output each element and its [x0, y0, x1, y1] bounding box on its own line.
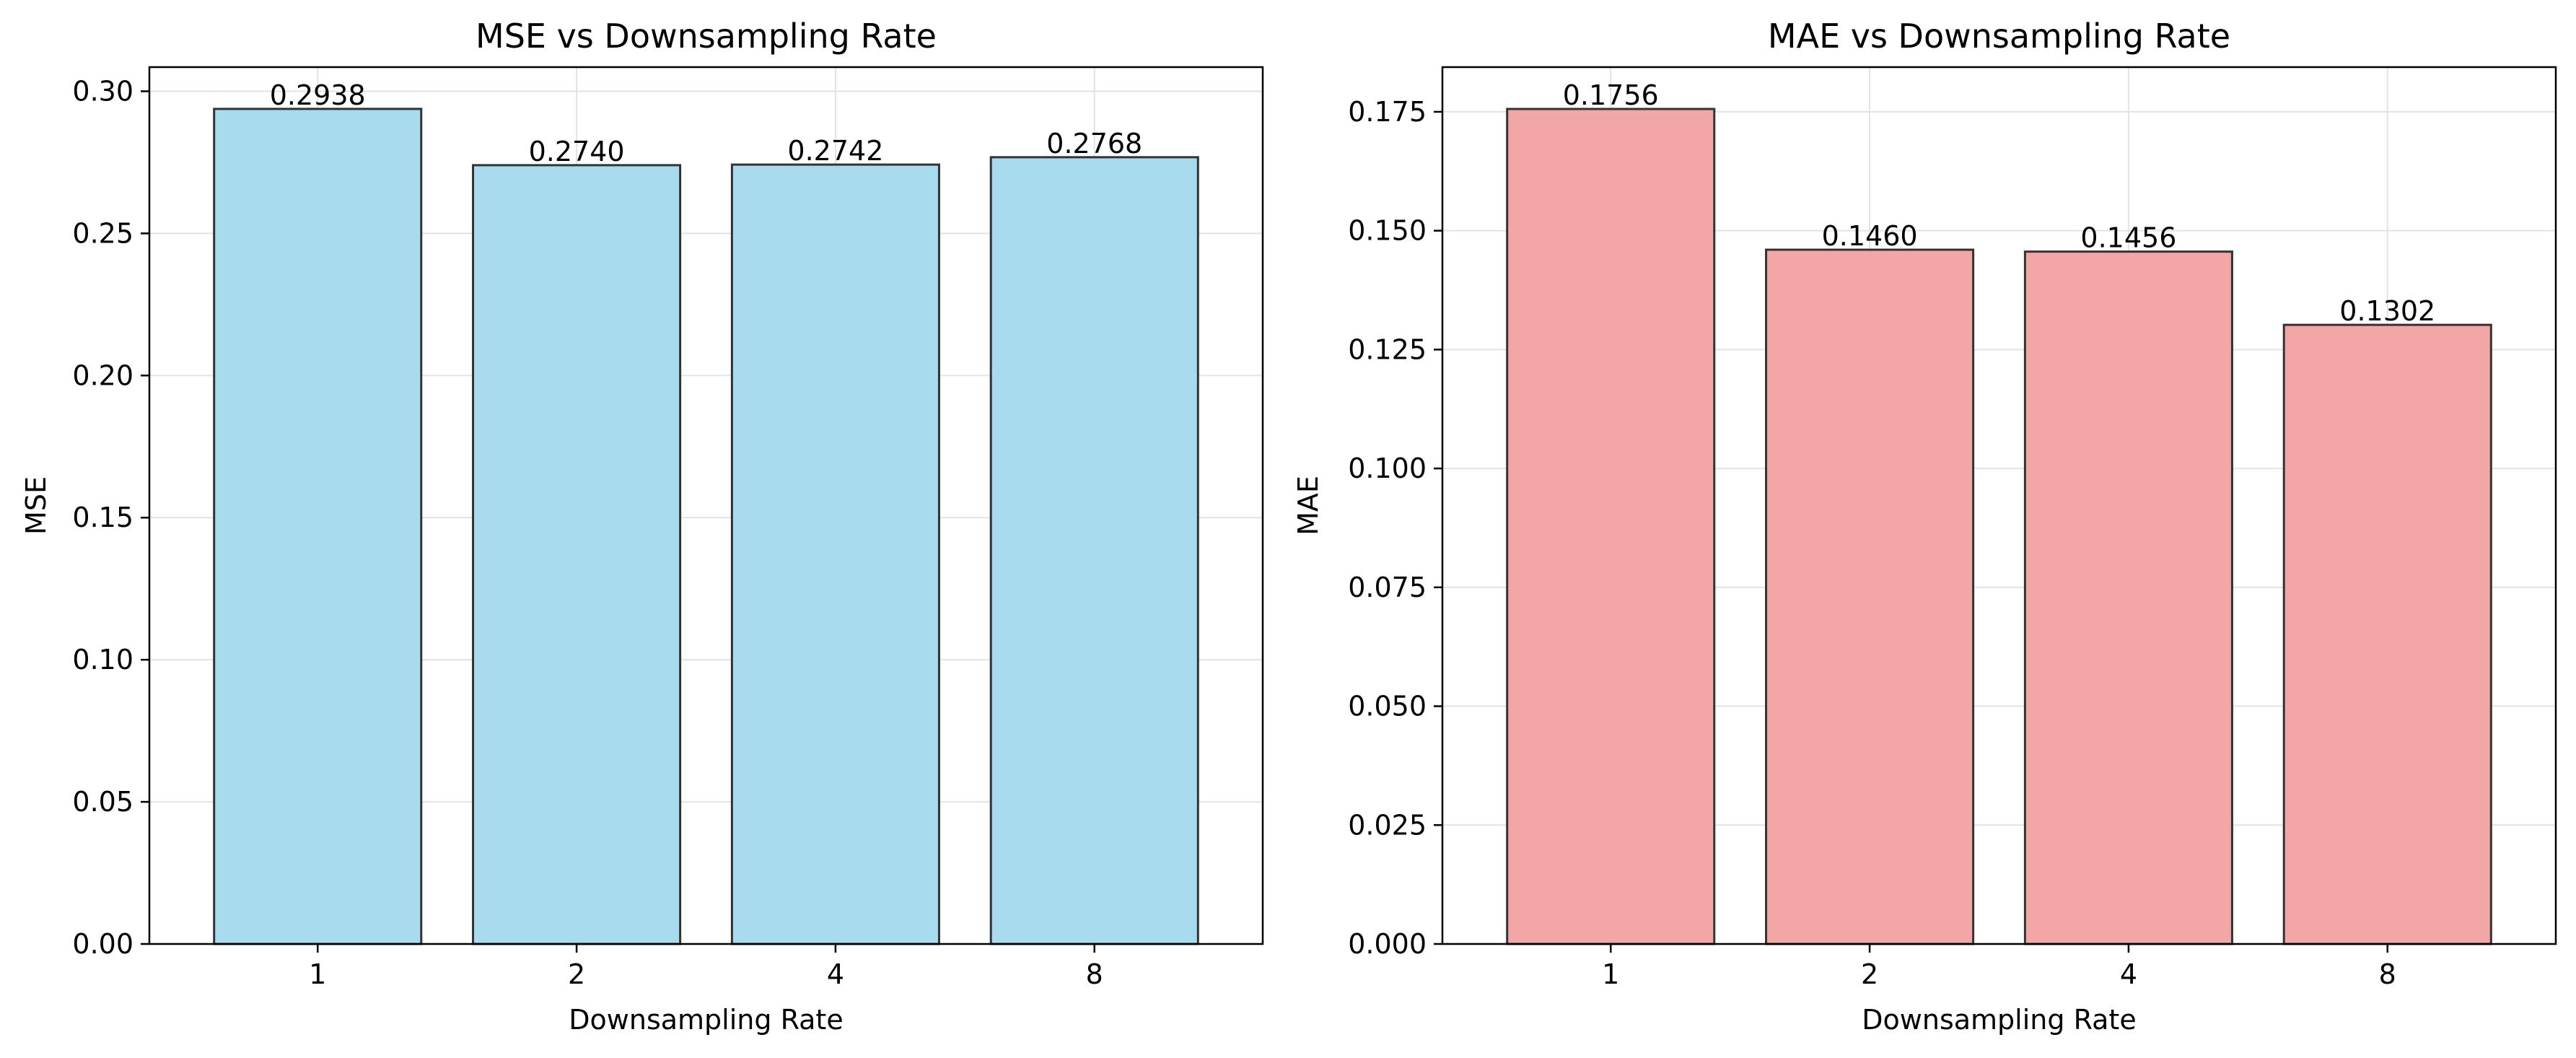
mae-y-ticks: 0.000 0.025 0.050 0.075 0.100 0.125 0.150 0.175 — [1348, 96, 1442, 960]
mse-y-tick-label: 0.00 — [72, 928, 133, 960]
mse-y-tick-label: 0.15 — [72, 502, 133, 533]
mae-y-tick-label: 0.100 — [1348, 453, 1427, 484]
mae-chart: 0.1756 0.1460 0.1456 0.1302 0.000 0.025 0.050… — [1292, 17, 2557, 1036]
mae-bar — [1765, 248, 1975, 945]
mae-y-tick-label: 0.075 — [1348, 572, 1427, 603]
mae-bar — [1506, 108, 1716, 945]
mse-bar-value-label: 0.2742 — [787, 135, 883, 167]
mse-chart-title: MSE vs Downsampling Rate — [476, 17, 937, 56]
mse-x-axis-label: Downsampling Rate — [569, 1004, 843, 1036]
mae-chart-title: MAE vs Downsampling Rate — [1768, 17, 2230, 56]
mse-bar-value-label: 0.2740 — [529, 136, 625, 167]
mse-y-ticks: 0.00 0.05 0.10 0.15 0.20 0.25 0.30 — [72, 75, 149, 960]
mse-y-tick-label: 0.05 — [72, 786, 133, 818]
mae-value-labels: 0.1756 0.1460 0.1456 0.1302 — [1563, 79, 2435, 327]
mae-bar — [2023, 250, 2233, 945]
mse-bar — [989, 156, 1199, 945]
mae-bar-value-label: 0.1460 — [1822, 220, 1918, 252]
mae-y-tick-label: 0.050 — [1348, 691, 1427, 722]
mae-plot-frame — [1441, 66, 2557, 945]
mae-y-tick-label: 0.025 — [1348, 809, 1427, 841]
mse-x-tick-label: 4 — [827, 958, 844, 990]
mae-x-axis-label: Downsampling Rate — [1862, 1004, 2136, 1036]
mse-bars — [213, 108, 1199, 945]
mse-plot-frame — [148, 66, 1264, 945]
mse-x-tick-label: 8 — [1086, 958, 1103, 990]
mse-bar — [213, 108, 423, 945]
mse-x-tick-label: 2 — [568, 958, 585, 990]
mae-y-tick-label: 0.175 — [1348, 96, 1427, 128]
mse-bar-value-label: 0.2768 — [1046, 128, 1142, 159]
mse-value-labels: 0.2938 0.2740 0.2742 0.2768 — [270, 79, 1142, 167]
mae-bar-value-label: 0.1456 — [2080, 222, 2176, 254]
mae-x-ticks: 1 2 4 8 — [1602, 944, 2396, 990]
mae-y-tick-label: 0.150 — [1348, 215, 1427, 247]
mse-y-tick-label: 0.25 — [72, 217, 133, 249]
mae-x-tick-label: 8 — [2379, 958, 2396, 990]
mae-bar-value-label: 0.1756 — [1563, 79, 1659, 111]
mae-x-tick-label: 1 — [1602, 958, 1619, 990]
mae-y-axis-label: MAE — [1292, 476, 1324, 535]
mae-x-tick-label: 2 — [1861, 958, 1878, 990]
mse-bar — [730, 163, 940, 945]
mse-bar-value-label: 0.2938 — [270, 79, 366, 111]
mse-y-tick-label: 0.20 — [72, 359, 133, 391]
mse-y-tick-label: 0.10 — [72, 644, 133, 676]
mse-x-ticks: 1 2 4 8 — [309, 944, 1103, 990]
mae-y-tick-label: 0.125 — [1348, 333, 1427, 365]
mse-y-tick-label: 0.30 — [72, 75, 133, 107]
mse-y-axis-label: MSE — [20, 476, 52, 535]
mae-bars — [1506, 108, 2492, 945]
mse-x-tick-label: 1 — [309, 958, 326, 990]
mse-chart: 0.2938 0.2740 0.2742 0.2768 0.00 0.05 0.10 0.1… — [20, 17, 1264, 1036]
mae-bar — [2282, 323, 2492, 945]
mae-x-tick-label: 4 — [2120, 958, 2137, 990]
mae-y-tick-label: 0.000 — [1348, 928, 1427, 960]
mae-bar-value-label: 0.1302 — [2339, 295, 2435, 327]
mse-bar — [472, 164, 682, 945]
